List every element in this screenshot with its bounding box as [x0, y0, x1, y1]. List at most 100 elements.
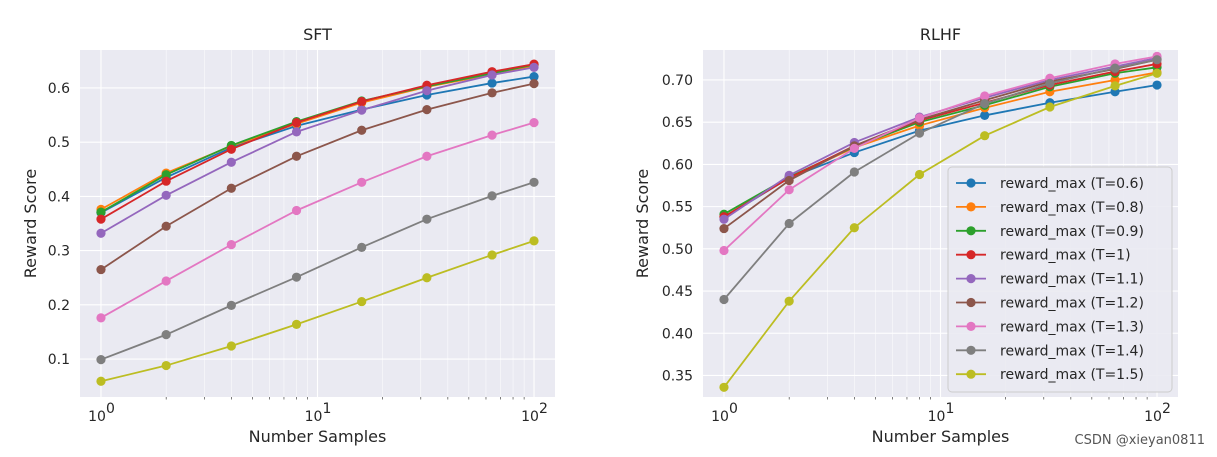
series-line	[100, 82, 535, 271]
data-point	[96, 228, 106, 238]
legend-label: reward_max (T=0.6)	[1000, 176, 1144, 192]
data-point	[96, 376, 106, 386]
data-point	[529, 62, 539, 72]
data-point	[357, 96, 367, 107]
legend-label: reward_max (T=0.9)	[1000, 224, 1144, 240]
y-tick-label: 0.35	[662, 368, 693, 384]
x-tick-label: 10	[928, 409, 946, 425]
legend-label: reward_max (T=1)	[1000, 248, 1131, 264]
legend-marker	[966, 321, 976, 331]
series-line	[723, 72, 1158, 388]
y-tick-label: 0.70	[662, 73, 693, 89]
data-point	[226, 240, 236, 250]
data-point	[161, 170, 171, 180]
data-point	[914, 113, 925, 123]
data-point	[291, 319, 302, 329]
x-tick-exponent: 1	[323, 401, 332, 417]
data-point	[1045, 78, 1055, 88]
data-point	[161, 360, 171, 371]
data-point	[719, 245, 729, 256]
y-tick-label: 0.6	[48, 81, 70, 97]
data-point	[161, 221, 171, 231]
data-point	[1152, 55, 1162, 65]
data-point	[226, 144, 236, 154]
y-tick-label: 0.4	[48, 189, 70, 205]
legend-marker	[966, 345, 976, 355]
data-point	[784, 185, 794, 195]
legend-marker	[966, 297, 976, 308]
data-point	[96, 207, 106, 217]
data-point	[226, 183, 236, 193]
data-point	[226, 157, 236, 167]
data-point	[96, 264, 106, 275]
data-point	[980, 91, 990, 101]
legend-marker	[966, 250, 976, 260]
data-point	[96, 354, 106, 365]
legend-marker	[966, 202, 976, 212]
data-point	[784, 175, 794, 186]
data-point	[1152, 68, 1162, 78]
y-tick-label: 0.3	[48, 244, 70, 260]
series-line	[100, 121, 535, 319]
data-point	[291, 118, 302, 128]
data-point	[422, 273, 432, 283]
legend-label: reward_max (T=1.3)	[1000, 319, 1144, 335]
legend-label: reward_max (T=1.2)	[1000, 296, 1144, 312]
data-point	[1045, 102, 1055, 112]
x-tick-label: 10	[521, 409, 539, 425]
data-point	[357, 177, 367, 187]
x-tick-label: 10	[305, 409, 323, 425]
legend-label: reward_max (T=0.8)	[1000, 200, 1144, 216]
data-point	[980, 99, 990, 109]
x-tick-exponent: 2	[1162, 401, 1171, 417]
data-point	[422, 214, 432, 224]
legend-marker	[966, 274, 976, 284]
x-tick-label: 10	[711, 409, 729, 425]
y-tick-label: 0.50	[662, 242, 693, 258]
data-point	[784, 218, 794, 229]
chart-rlhf: 10 0 10 1 10 20.350.400.450.500.550.600.650.7…	[633, 25, 1178, 446]
legend-label: reward_max (T=1.1)	[1000, 272, 1144, 288]
data-point	[914, 169, 925, 180]
x-tick-exponent: 0	[106, 401, 115, 417]
x-tick-exponent: 2	[539, 401, 548, 417]
data-point	[529, 71, 539, 82]
legend-label: reward_max (T=1.4)	[1000, 343, 1144, 359]
y-tick-label: 0.45	[662, 284, 693, 300]
data-point	[357, 242, 367, 252]
data-point	[980, 131, 990, 141]
data-point	[226, 341, 236, 351]
data-point	[357, 125, 367, 135]
data-point	[161, 276, 171, 286]
data-point	[487, 250, 497, 260]
series-line	[723, 55, 1158, 252]
legend-marker	[966, 178, 976, 188]
data-point	[719, 223, 729, 234]
data-point	[226, 300, 236, 310]
data-point	[291, 272, 302, 282]
data-point	[529, 236, 539, 246]
data-point	[719, 214, 729, 224]
legend-marker	[966, 369, 976, 379]
data-point	[1110, 63, 1120, 73]
data-point	[422, 105, 432, 115]
y-tick-label: 0.40	[662, 326, 693, 342]
data-point	[161, 330, 171, 340]
data-point	[529, 118, 539, 128]
data-point	[357, 105, 367, 115]
series-line	[100, 239, 535, 383]
data-point	[291, 151, 302, 161]
data-point	[161, 190, 171, 200]
series-group	[96, 59, 539, 386]
data-point	[529, 79, 539, 89]
legend-marker	[966, 226, 976, 236]
series-line	[100, 66, 535, 235]
data-point	[422, 151, 432, 161]
chart-title: RLHF	[920, 25, 961, 44]
x-tick-exponent: 0	[729, 401, 738, 417]
data-point	[487, 130, 497, 140]
data-point	[291, 127, 302, 137]
data-point	[719, 294, 729, 305]
data-point	[96, 313, 106, 323]
